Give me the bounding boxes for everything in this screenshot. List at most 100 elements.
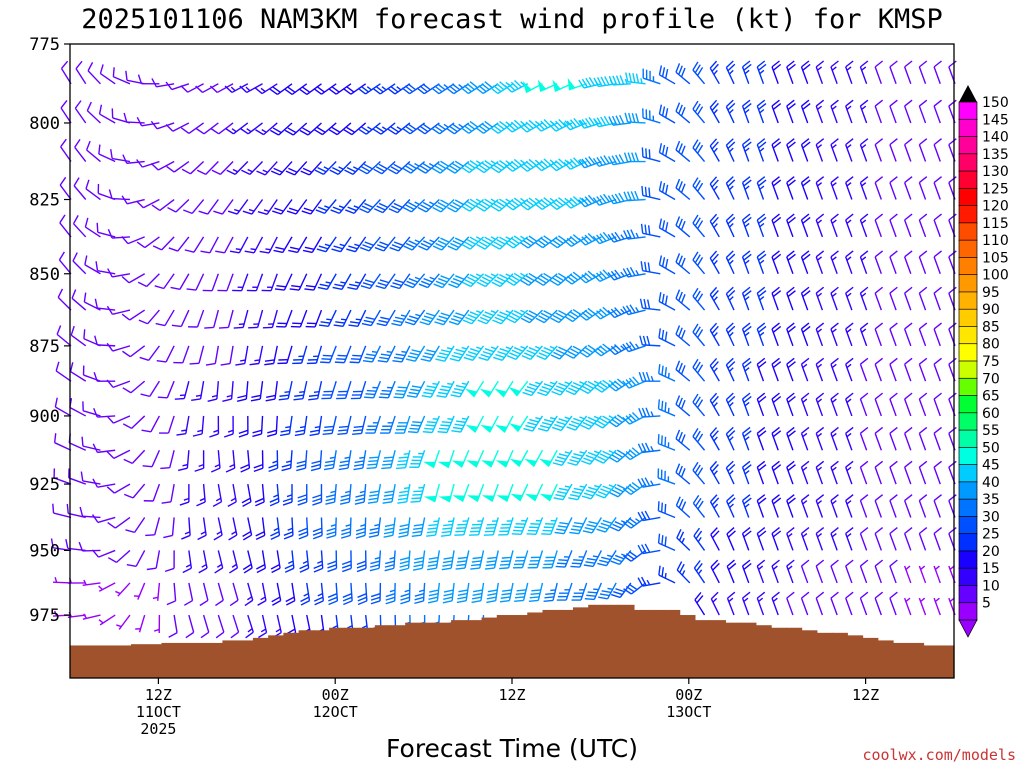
barb-full [614, 521, 624, 527]
barb-full [370, 596, 381, 601]
barb-half [432, 418, 438, 420]
barb-half [461, 382, 468, 385]
barb-full [496, 200, 506, 208]
barb-full [200, 631, 210, 639]
wind-barb [218, 309, 234, 329]
wind-barb [568, 483, 588, 501]
wind-barb [741, 559, 752, 584]
barb-full [596, 157, 603, 166]
barb-full [196, 501, 206, 507]
barb-full [427, 563, 438, 567]
barb-full [254, 87, 263, 95]
barb-full [586, 523, 596, 528]
barb-full [340, 534, 351, 539]
barb-full [523, 427, 533, 432]
wind-barb [334, 345, 352, 364]
barb-full [400, 596, 410, 601]
barb-pennant [437, 461, 451, 469]
barb-full [184, 249, 195, 253]
barb-full [384, 564, 395, 568]
colorbar-label: 45 [982, 458, 1000, 474]
barb-half [447, 382, 453, 386]
barb-half [353, 166, 359, 170]
barb-full [553, 351, 563, 358]
wind-barb [81, 436, 101, 451]
barb-full [675, 429, 681, 439]
barb-half [621, 553, 627, 557]
wind-barb [903, 286, 913, 311]
x-axis-label: Forecast Time (UTC) [386, 734, 638, 763]
barb-full [557, 272, 567, 279]
barb-full [758, 530, 767, 538]
colorbar-label: 75 [982, 354, 1000, 370]
barb-full [411, 349, 422, 353]
wind-barb [262, 309, 278, 329]
barb-full [528, 346, 538, 352]
barb-half [620, 271, 625, 277]
barb-half [374, 556, 381, 560]
wind-barb [595, 483, 617, 499]
barb-full [399, 567, 409, 572]
barb-full [505, 279, 515, 286]
barb-full [918, 213, 928, 221]
wind-barb [93, 371, 116, 382]
wind-barb [830, 392, 839, 417]
barb-full [213, 534, 223, 541]
barb-full [543, 599, 554, 602]
barb-half [635, 343, 640, 349]
barb-half [831, 66, 837, 71]
barb-full [918, 494, 928, 502]
wind-barb [404, 309, 426, 326]
barb-full [366, 467, 377, 470]
barb-half [817, 533, 823, 538]
wind-barb [446, 160, 470, 174]
barb-staff [815, 565, 824, 584]
barb-full [412, 456, 423, 458]
barb-full [349, 361, 360, 364]
barb-full [661, 106, 666, 116]
ground-column [70, 645, 86, 678]
barb-half [477, 520, 483, 522]
barb-full [710, 559, 719, 568]
wind-barb [284, 122, 308, 136]
ground-column [664, 609, 681, 678]
wind-barb [710, 559, 720, 584]
barb-full [631, 113, 636, 123]
wind-barb [454, 517, 470, 536]
barb-full [772, 290, 782, 298]
wind-barb [741, 392, 752, 417]
barb-full [525, 275, 535, 282]
barb-half [53, 610, 58, 617]
wind-barb [414, 582, 426, 605]
barb-full [692, 214, 699, 224]
barb-full [348, 324, 358, 327]
barb-full [452, 240, 462, 246]
wind-barb [509, 449, 529, 468]
barb-full [91, 514, 99, 523]
barb-staff [260, 415, 264, 434]
barb-staff [217, 582, 224, 601]
barb-half [728, 185, 734, 191]
wind-barb [639, 298, 661, 311]
barb-half [418, 486, 424, 489]
barb-staff [55, 370, 72, 382]
barb-half [414, 239, 420, 243]
barb-staff [70, 370, 87, 382]
wind-barb [815, 60, 825, 85]
wind-barb [524, 449, 544, 468]
wind-barb [478, 345, 499, 362]
barb-full [410, 388, 420, 392]
barb-full [727, 216, 736, 225]
wind-barb [874, 322, 884, 347]
ground-column [237, 640, 254, 678]
barb-half [354, 243, 360, 247]
barb-full [680, 257, 686, 268]
barb-half [920, 565, 926, 570]
wind-barb [859, 460, 869, 485]
barb-staff [111, 236, 130, 239]
barb-full [420, 280, 431, 286]
barb-full [295, 429, 305, 433]
barb-full [558, 309, 568, 316]
barb-full [522, 123, 531, 131]
wind-barb [903, 426, 913, 451]
